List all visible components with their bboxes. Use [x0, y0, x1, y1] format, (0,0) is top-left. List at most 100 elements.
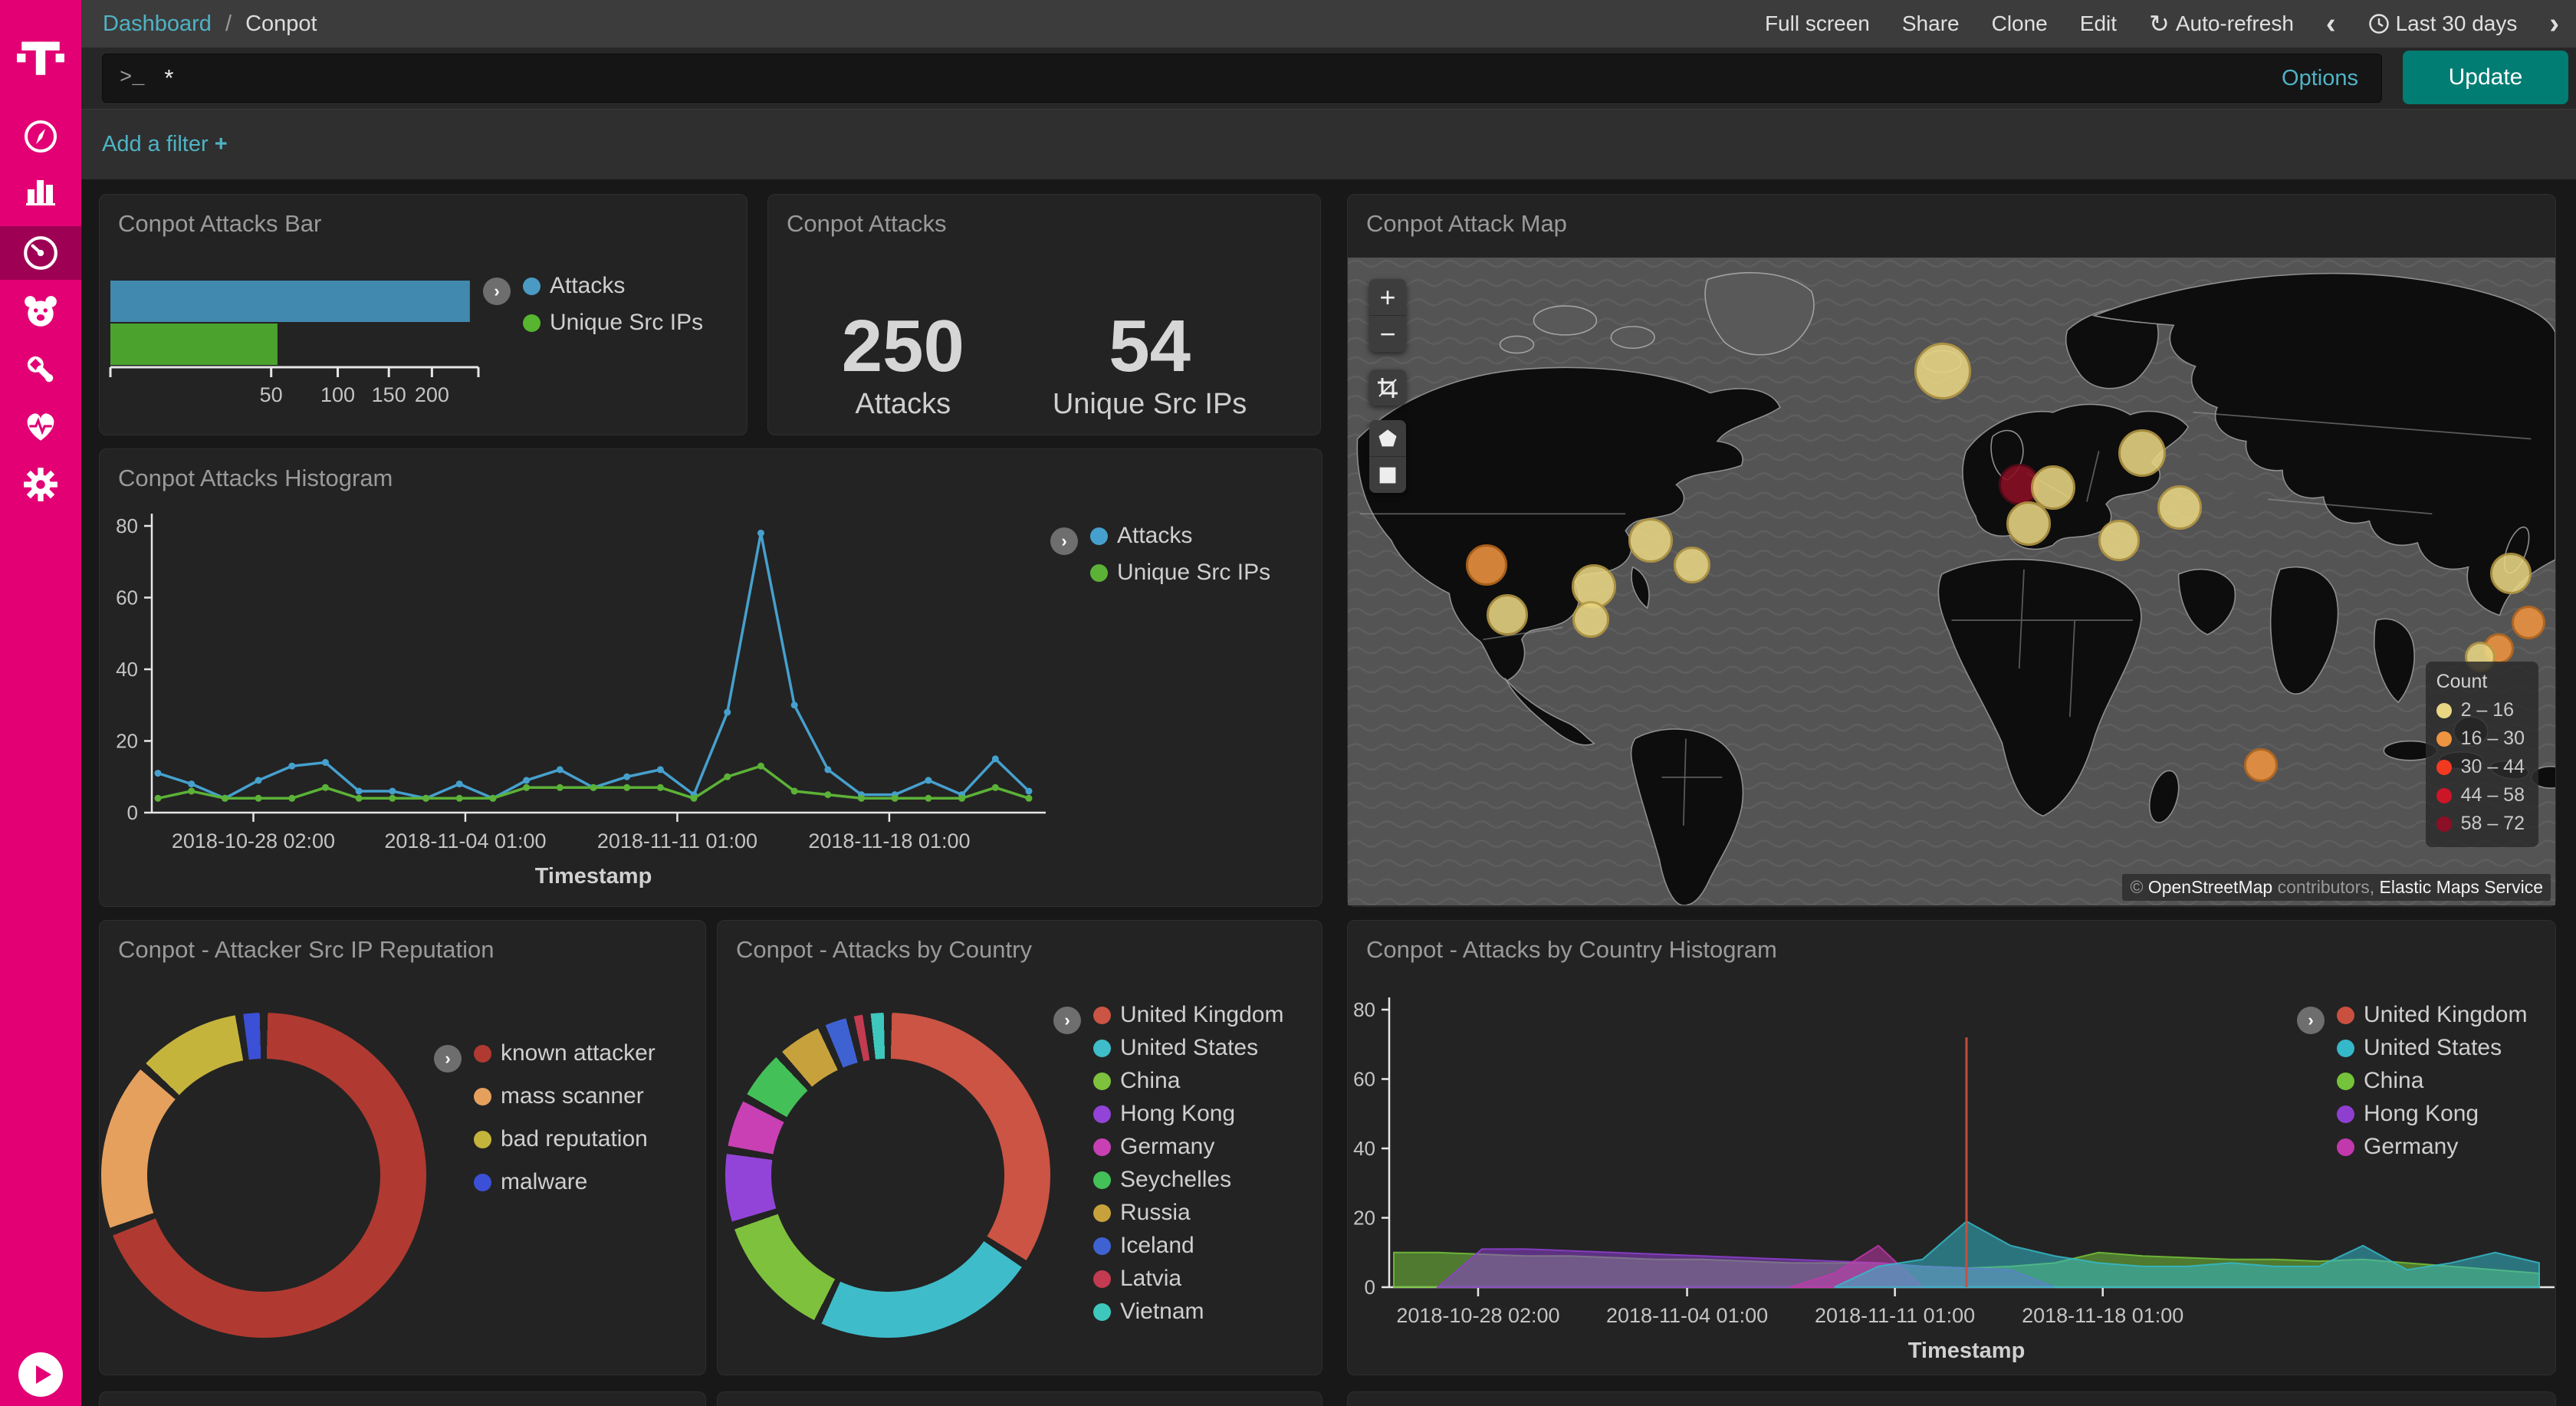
map-bubble[interactable] [1673, 547, 1710, 584]
legend-label: Russia [1120, 1200, 1191, 1225]
legend-item[interactable]: known attacker [474, 1040, 656, 1066]
legend-item[interactable]: Vietnam [1093, 1299, 1283, 1325]
legend-item[interactable]: Unique Src IPs [1090, 560, 1270, 586]
sidebar-item-visualize[interactable] [0, 163, 81, 217]
legend-item[interactable]: 44 – 58 [2436, 784, 2525, 806]
legend-item[interactable]: Hong Kong [2337, 1101, 2527, 1127]
map-count-legend: Count 2 – 16 16 – 30 30 – 44 44 – 58 58 – 72 [2425, 662, 2538, 847]
world-map[interactable]: + − [1348, 258, 2555, 905]
legend-item[interactable]: Attacks [1090, 523, 1270, 549]
zoom-out-button[interactable]: − [1379, 317, 1396, 350]
legend-item[interactable]: Russia [1093, 1200, 1283, 1226]
sidebar-item-dashboard[interactable] [0, 226, 81, 280]
legend-color-dot [1093, 1303, 1111, 1321]
full-screen-button[interactable]: Full screen [1764, 11, 1870, 35]
svg-text:0: 0 [127, 801, 138, 824]
sidebar-item-discover[interactable] [0, 110, 81, 163]
legend-item[interactable]: Latvia [1093, 1266, 1283, 1292]
time-range-picker[interactable]: Last 30 days [2368, 11, 2517, 36]
map-bubble[interactable] [1628, 518, 1674, 563]
legend-item[interactable]: Unique Src IPs [523, 310, 703, 336]
auto-refresh-button[interactable]: ↻ Auto-refresh [2149, 10, 2294, 38]
legend-expand-icon[interactable]: › [1050, 527, 1078, 555]
wrench-icon [27, 356, 54, 383]
map-bubble[interactable] [1572, 600, 1609, 638]
legend-item[interactable]: 2 – 16 [2436, 699, 2525, 721]
map-bubble[interactable] [2006, 501, 2052, 547]
osm-link[interactable]: OpenStreetMap [2147, 877, 2273, 897]
legend-label: Unique Src IPs [1117, 560, 1271, 585]
legend-item[interactable]: 16 – 30 [2436, 728, 2525, 750]
legend-item[interactable]: China [1093, 1068, 1283, 1094]
share-button[interactable]: Share [1901, 11, 1960, 35]
legend-item[interactable]: United States [2337, 1035, 2527, 1061]
telekom-logo[interactable] [0, 14, 81, 98]
legend-item[interactable]: 30 – 44 [2436, 756, 2525, 778]
draw-polygon-button[interactable] [1369, 420, 1406, 457]
add-filter-link[interactable]: Add a filter + [102, 132, 228, 156]
legend-item[interactable]: United Kingdom [2337, 1002, 2527, 1028]
map-bubble[interactable] [2512, 605, 2546, 639]
legend-item[interactable]: Iceland [1093, 1233, 1283, 1259]
map-bubble[interactable] [2243, 748, 2278, 783]
legend-expand-icon[interactable]: › [434, 1045, 462, 1073]
sidebar-item-monitoring[interactable] [0, 400, 81, 454]
edit-button[interactable]: Edit [2079, 11, 2118, 35]
legend-item[interactable]: Attacks [523, 273, 703, 299]
legend-expand-icon[interactable]: › [1053, 1007, 1081, 1034]
reputation-donut-chart[interactable] [101, 1013, 426, 1338]
legend-expand-icon[interactable]: › [2297, 1007, 2325, 1034]
map-bubble[interactable] [1914, 342, 1972, 399]
time-forward-button[interactable]: › [2549, 7, 2559, 40]
legend-item[interactable]: mass scanner [474, 1083, 656, 1109]
sidebar-item-management[interactable] [0, 458, 81, 511]
attacks-histogram-chart[interactable]: 0 20 40 60 80 2018-10-28 02:00 2018-11-04 01:0… [100, 449, 1323, 912]
legend-label: Hong Kong [1120, 1101, 1236, 1126]
crop-tool-button[interactable] [1369, 370, 1406, 406]
country-donut-chart[interactable] [725, 1013, 1050, 1338]
legend-item[interactable]: United States [1093, 1035, 1283, 1061]
map-bubble[interactable] [2118, 429, 2167, 478]
legend-item[interactable]: United Kingdom [1093, 1002, 1283, 1028]
map-bubble[interactable] [2489, 552, 2532, 594]
map-bubble[interactable] [1486, 593, 1528, 636]
zoom-in-button[interactable]: + [1369, 279, 1406, 316]
legend-color-dot [523, 277, 540, 295]
map-bubble[interactable] [2157, 485, 2203, 531]
legend-color-dot [1093, 1237, 1111, 1255]
legend-item[interactable]: Seychelles [1093, 1167, 1283, 1193]
sidebar-item-devtools[interactable] [0, 343, 81, 396]
attacks-bar-chart[interactable]: 50 100 150 200 [100, 265, 606, 468]
sidebar-item-honeypot[interactable] [0, 285, 81, 339]
time-back-button[interactable]: ‹ [2325, 7, 2336, 40]
svg-text:20: 20 [116, 730, 138, 753]
country-histogram-chart[interactable]: 0 20 40 60 80 2018-10-28 02:00 2018-11-04 01:0… [1348, 921, 2557, 1380]
ems-link[interactable]: Elastic Maps Service [2379, 877, 2543, 897]
legend-item[interactable]: malware [474, 1169, 656, 1195]
legend-label: China [1120, 1068, 1181, 1093]
legend-expand-icon[interactable]: › [483, 278, 511, 305]
legend-item[interactable]: bad reputation [474, 1126, 656, 1152]
legend-item[interactable]: China [2337, 1068, 2527, 1094]
options-link[interactable]: Options [2282, 65, 2358, 90]
update-button[interactable]: Update [2403, 51, 2568, 104]
legend-label: United Kingdom [2364, 1002, 2528, 1027]
legend-item[interactable]: 58 – 72 [2436, 813, 2525, 835]
legend-item[interactable]: Germany [2337, 1134, 2527, 1160]
search-input[interactable]: >_ * Options [102, 54, 2382, 103]
legend-item[interactable]: Germany [1093, 1134, 1283, 1160]
map-bubble[interactable] [1466, 544, 1508, 586]
clone-button[interactable]: Clone [1991, 11, 2048, 35]
draw-rectangle-button[interactable] [1369, 457, 1406, 493]
panel-attack-map: Conpot Attack Map [1347, 194, 2556, 907]
filter-bar: Add a filter + [81, 109, 2576, 179]
legend-item[interactable]: Hong Kong [1093, 1101, 1283, 1127]
query-bar: >_ * Options Update [81, 48, 2576, 109]
map-bubble[interactable] [2030, 465, 2075, 510]
legend-color-dot [1093, 1204, 1111, 1222]
map-bubble[interactable] [2098, 520, 2141, 562]
sidebar-collapse-button[interactable] [0, 1348, 81, 1401]
legend-label: Attacks [550, 273, 626, 298]
breadcrumb-dashboard-link[interactable]: Dashboard [103, 11, 212, 36]
legend-color-dot [1093, 1072, 1111, 1090]
